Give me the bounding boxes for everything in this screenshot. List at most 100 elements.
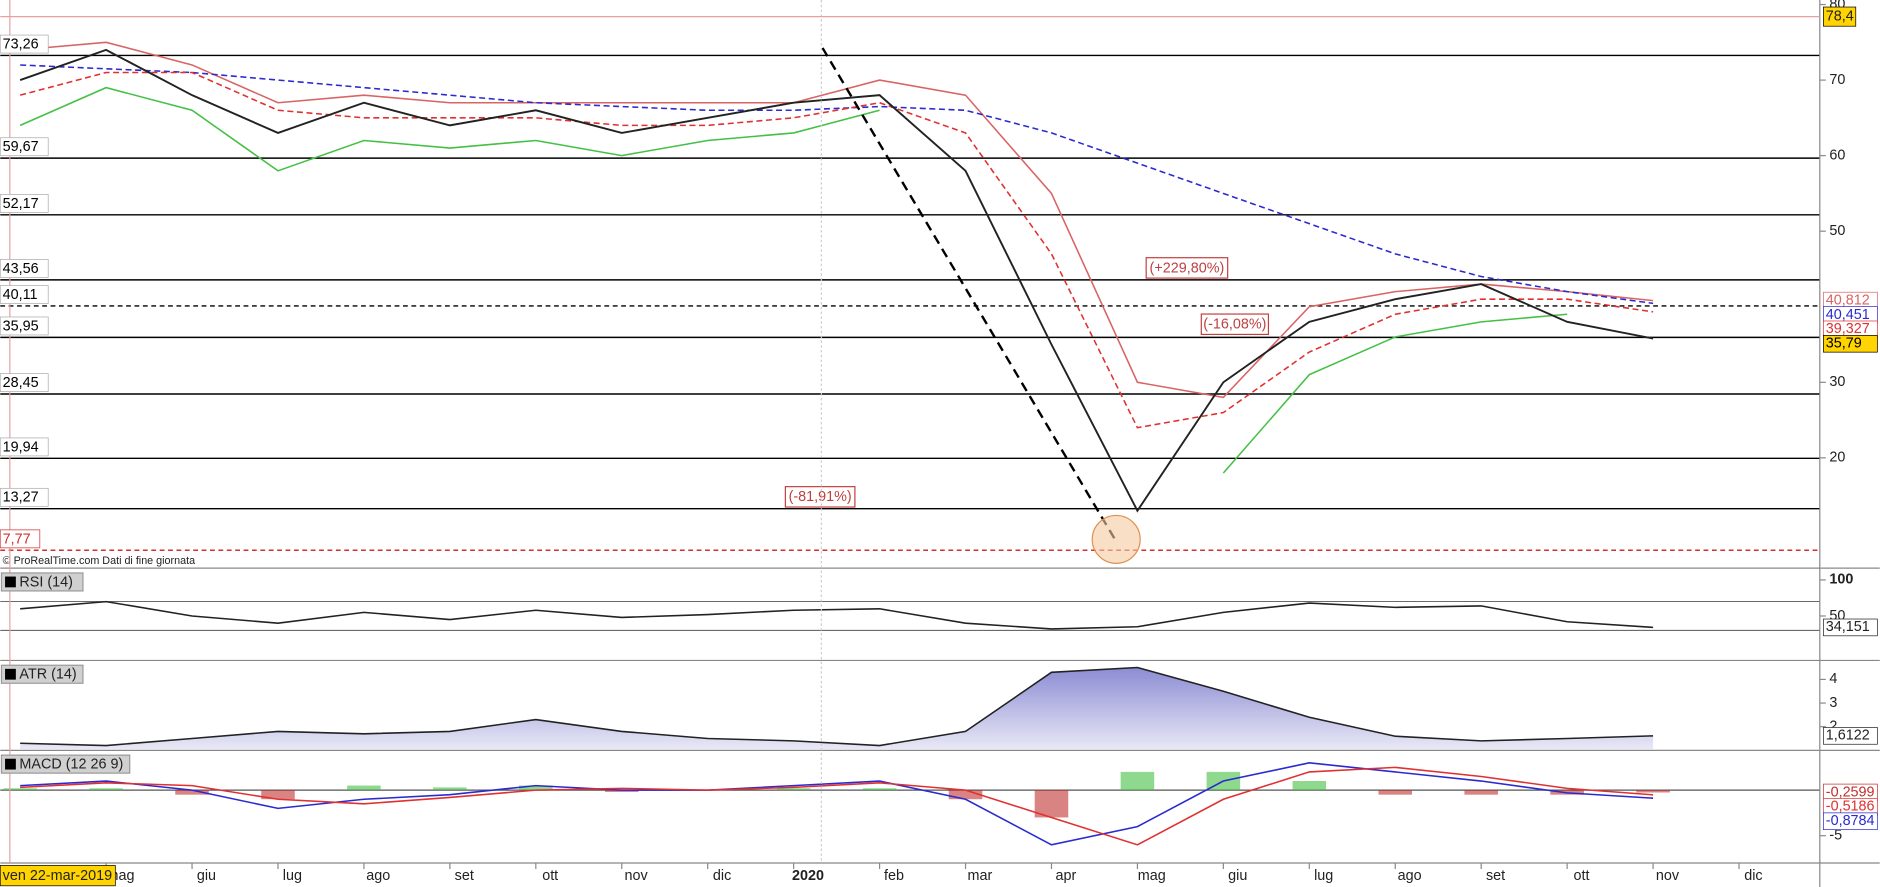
x-tick-label: set bbox=[455, 868, 474, 884]
histogram-bar bbox=[1120, 771, 1155, 791]
histogram-bar bbox=[1636, 790, 1670, 793]
x-tick-label: giu bbox=[197, 868, 216, 884]
level-label: 35,95 bbox=[3, 318, 39, 334]
annotation: (+229,80%) bbox=[1150, 260, 1225, 276]
histogram-bar bbox=[3, 788, 37, 791]
histogram-bar bbox=[261, 790, 295, 800]
last-value-label: 39,327 bbox=[1826, 321, 1870, 337]
level-label-box bbox=[0, 529, 41, 549]
x-tick-label: giu bbox=[1228, 868, 1247, 884]
series-line bbox=[20, 766, 1654, 846]
last-value-label: -0,5186 bbox=[1826, 799, 1875, 815]
panel-title: ATR (14) bbox=[19, 667, 76, 683]
x-tick-label: dic bbox=[713, 868, 731, 884]
series-line bbox=[20, 41, 1654, 399]
annotation-box bbox=[1200, 313, 1270, 336]
histogram-bar bbox=[1034, 790, 1069, 818]
last-value-box bbox=[1823, 618, 1878, 637]
histogram-bar bbox=[604, 790, 639, 792]
histogram-bar bbox=[1378, 790, 1413, 795]
panel-icon bbox=[5, 668, 16, 680]
source-note: © ProRealTime.com Dati di fine giornata bbox=[3, 555, 195, 567]
level-label: 19,94 bbox=[3, 439, 39, 455]
series-line bbox=[19, 86, 1568, 474]
x-tick-label: ott bbox=[542, 868, 558, 884]
y-tick-label: 2 bbox=[1829, 718, 1837, 734]
last-value-label: 1,6122 bbox=[1826, 728, 1870, 744]
histogram-bar bbox=[175, 790, 209, 795]
date-box bbox=[0, 865, 116, 887]
cursor-box bbox=[1823, 6, 1857, 27]
x-tick-label: lug bbox=[1314, 868, 1333, 884]
last-value-label: -0,2599 bbox=[1826, 784, 1875, 800]
y-tick-label: 100 bbox=[1829, 572, 1853, 588]
y-tick-label: 30 bbox=[1829, 374, 1845, 390]
histogram-bar bbox=[1464, 790, 1498, 795]
x-tick-label: mar bbox=[968, 868, 993, 884]
y-tick-label: 4 bbox=[1829, 671, 1837, 687]
x-tick-label: lug bbox=[283, 868, 302, 884]
x-tick-label: ago bbox=[1398, 868, 1422, 884]
low-circle bbox=[1091, 514, 1141, 564]
level-label: 40,11 bbox=[3, 287, 38, 303]
histogram-bar bbox=[1292, 781, 1327, 791]
level-label: 73,26 bbox=[3, 36, 39, 52]
level-label: 13,27 bbox=[3, 490, 39, 506]
x-tick-label: feb bbox=[884, 868, 904, 884]
last-value-box bbox=[1823, 335, 1878, 353]
x-tick-label: nov bbox=[625, 868, 649, 884]
annotation: (-81,91%) bbox=[789, 489, 852, 505]
level-label: 59,67 bbox=[3, 139, 39, 155]
cursor-label: 78,4 bbox=[1826, 8, 1854, 24]
x-tick-label: set bbox=[1486, 868, 1505, 884]
level-label-box bbox=[0, 259, 49, 278]
level-label-box bbox=[0, 487, 49, 507]
cursor-date: ven 22-mar-2019 bbox=[3, 868, 112, 884]
level-label-box bbox=[0, 194, 49, 213]
annotation-box bbox=[1145, 257, 1229, 279]
last-value-label: 40,451 bbox=[1826, 307, 1870, 323]
x-tick-label: 2020 bbox=[792, 868, 824, 884]
panel-title: RSI (14) bbox=[19, 574, 73, 590]
last-value-label: -0,8784 bbox=[1826, 813, 1875, 829]
x-tick-label: dic bbox=[1744, 868, 1762, 884]
plot-layer bbox=[0, 41, 1820, 846]
level-label-box bbox=[0, 316, 49, 336]
last-value-box bbox=[1823, 727, 1878, 745]
level-label: 43,56 bbox=[3, 261, 39, 277]
level-label-box bbox=[0, 34, 49, 54]
x-tick-label: apr bbox=[1055, 868, 1076, 884]
panel-title: MACD (12 26 9) bbox=[19, 757, 123, 773]
panel-title-box bbox=[0, 664, 84, 684]
series-line bbox=[20, 600, 1654, 630]
y-tick-label: -5 bbox=[1829, 827, 1842, 843]
panel-icon bbox=[5, 758, 16, 770]
last-value-label: 40,812 bbox=[1826, 292, 1870, 308]
series-line bbox=[20, 762, 1654, 846]
x-tick-label: ago bbox=[366, 868, 390, 884]
level-label-box bbox=[0, 437, 49, 457]
histogram-bar bbox=[89, 788, 123, 791]
histogram-bar bbox=[948, 790, 983, 800]
last-value-box bbox=[1823, 812, 1878, 831]
series-line bbox=[20, 666, 1654, 747]
series-line bbox=[20, 64, 1654, 305]
histogram-bar bbox=[862, 788, 897, 791]
annotation-box bbox=[784, 486, 856, 508]
panel-title-box bbox=[0, 754, 131, 774]
level-label: 7,77 bbox=[3, 531, 31, 547]
histogram-bar bbox=[519, 785, 553, 791]
y-tick-label: 20 bbox=[1829, 450, 1845, 466]
series-line bbox=[19, 48, 1654, 513]
y-tick-label: 50 bbox=[1829, 223, 1845, 239]
x-tick-label: mag bbox=[1138, 868, 1166, 884]
y-tick-label: 60 bbox=[1829, 147, 1845, 163]
level-label-box bbox=[0, 137, 49, 157]
annotation: (-16,08%) bbox=[1203, 317, 1266, 333]
y-tick-label: 3 bbox=[1829, 695, 1837, 711]
panel-icon bbox=[5, 576, 16, 588]
level-label: 28,45 bbox=[3, 375, 39, 391]
trend-line bbox=[821, 47, 1117, 541]
